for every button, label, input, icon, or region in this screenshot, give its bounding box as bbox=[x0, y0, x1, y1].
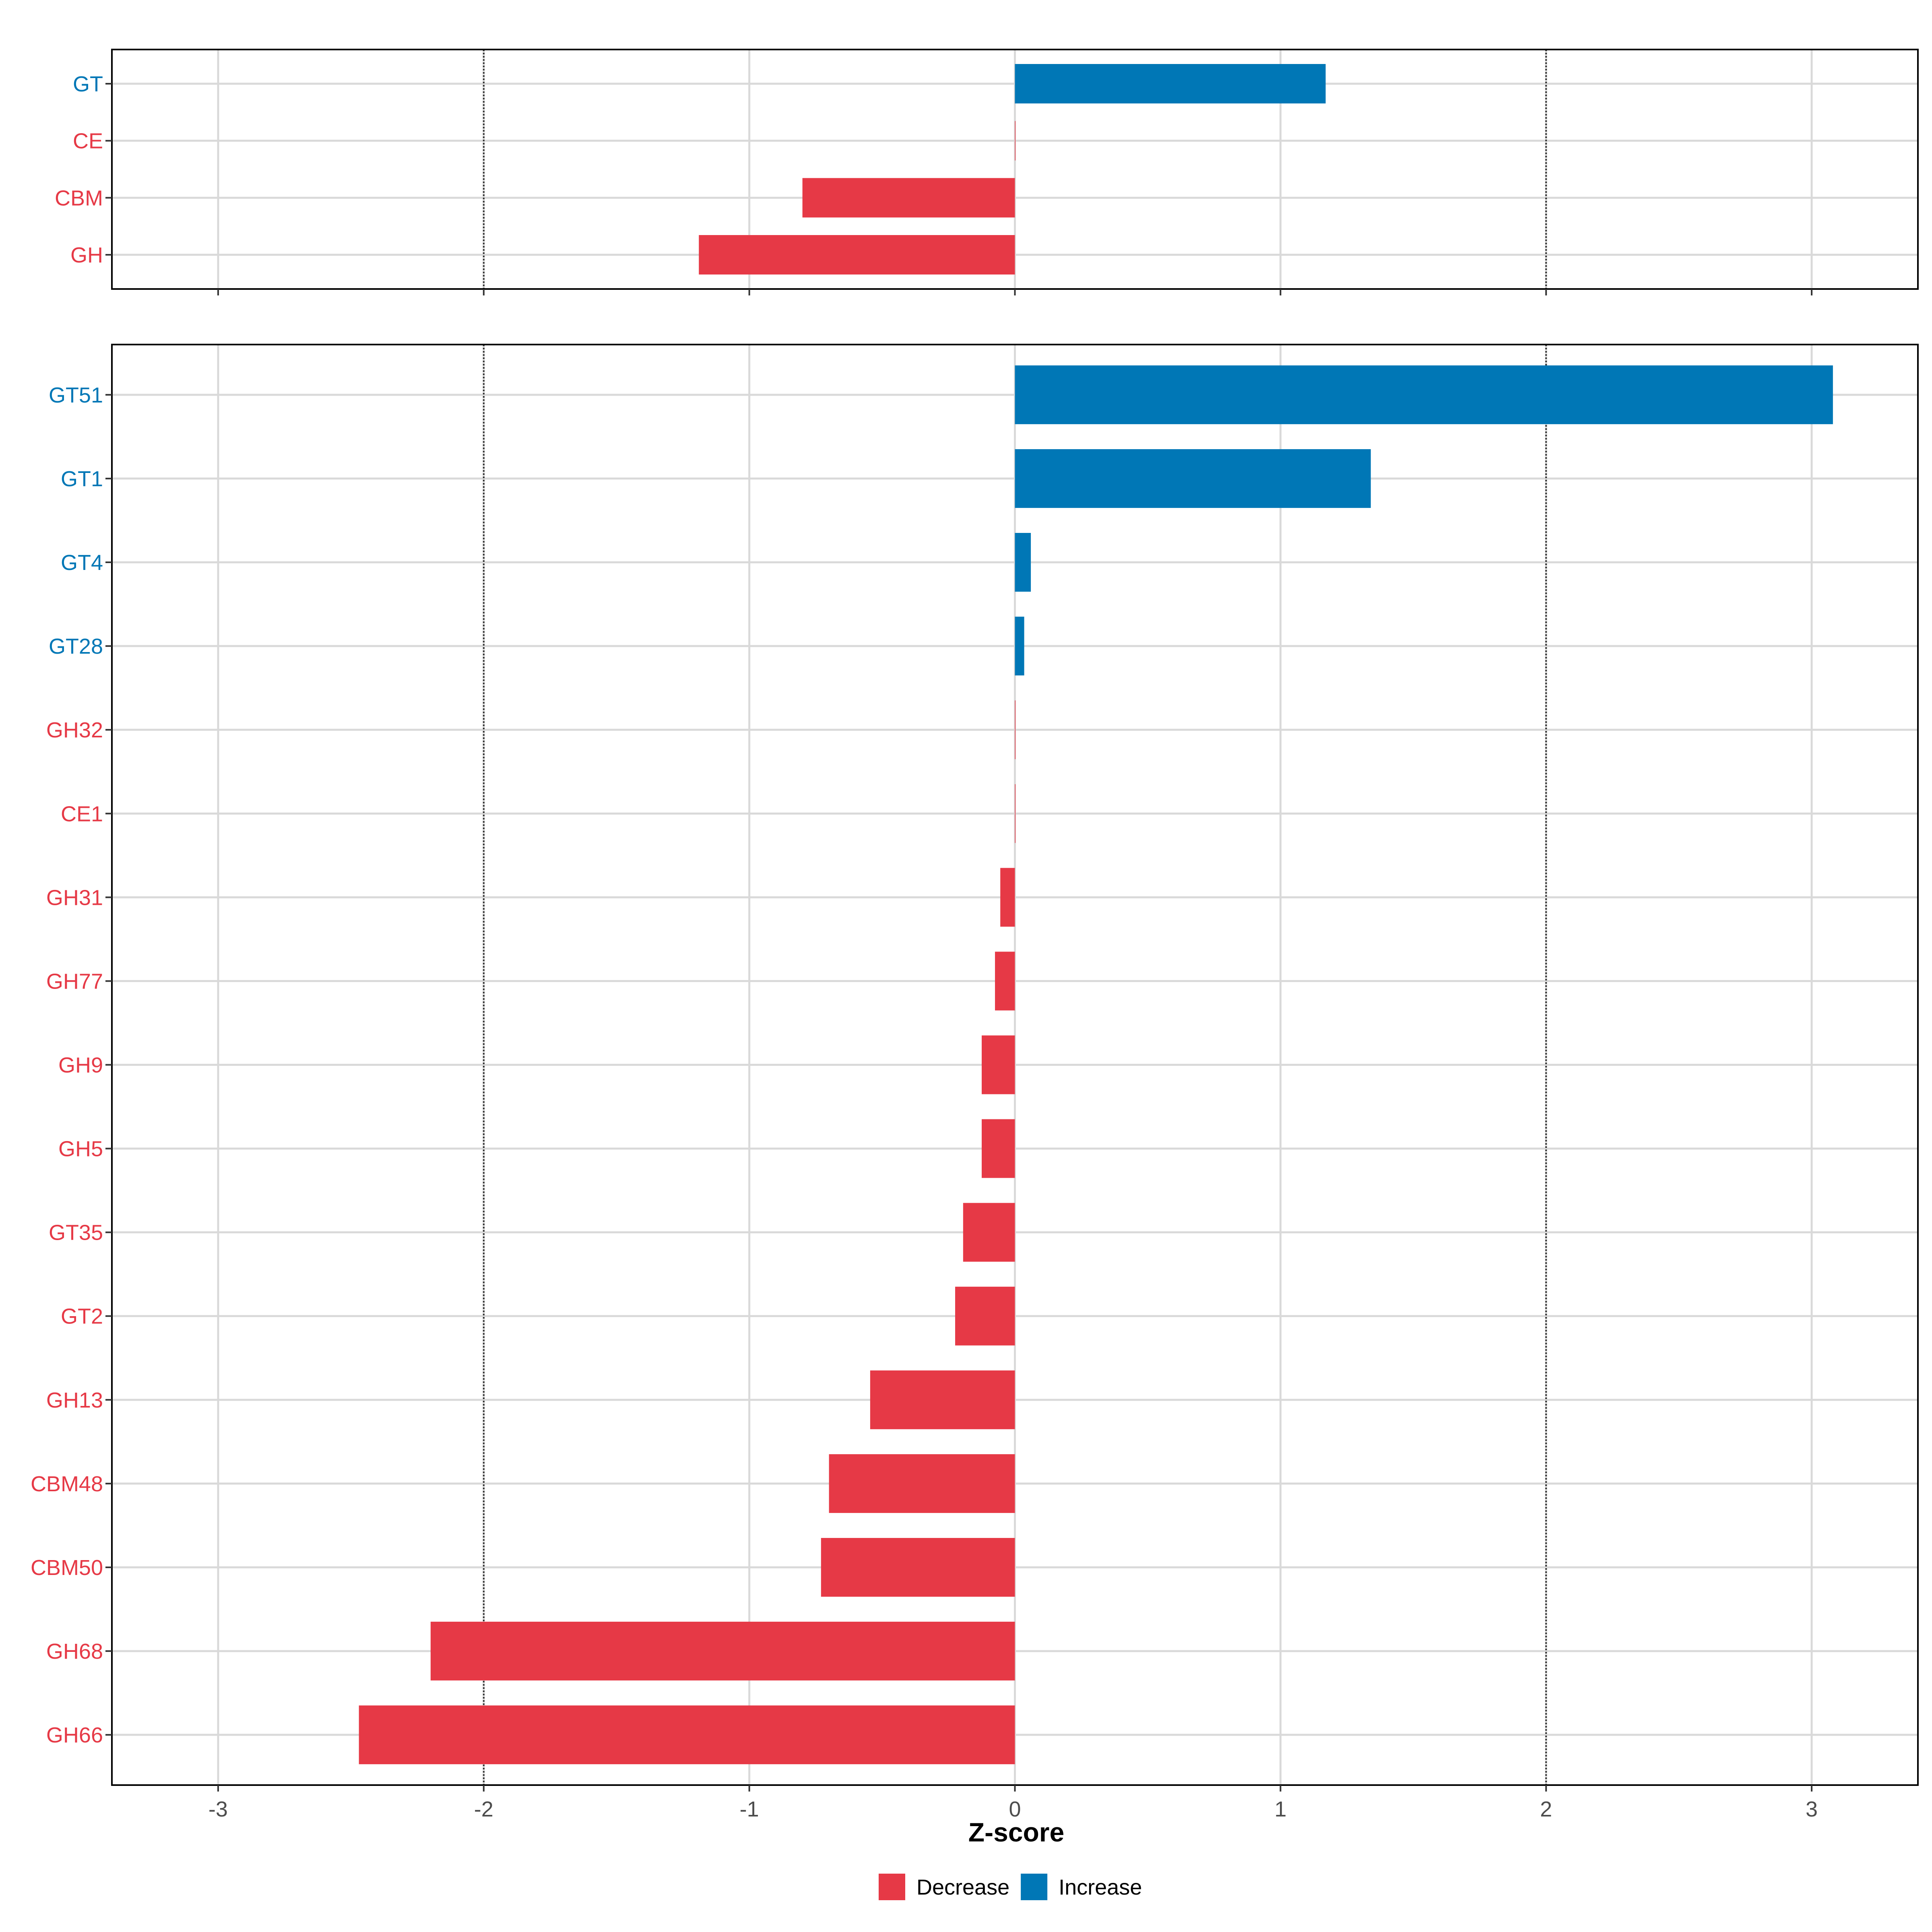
bar-gh31 bbox=[1000, 868, 1015, 927]
y-tick-label-gh9: GH9 bbox=[58, 1053, 103, 1077]
y-tick-label-cbm50: CBM50 bbox=[31, 1556, 103, 1580]
bar-ce bbox=[1015, 121, 1016, 161]
x-axis-title: Z-score bbox=[968, 1817, 1064, 1847]
legend: Decrease Increase bbox=[879, 1874, 1142, 1900]
y-tick-label-gt2: GT2 bbox=[61, 1305, 103, 1329]
y-tick-label-gh: GH bbox=[70, 243, 103, 267]
x-tick-label: 2 bbox=[1540, 1797, 1552, 1821]
bar-gt1 bbox=[1015, 449, 1371, 508]
y-tick-label-gh31: GH31 bbox=[46, 886, 103, 910]
bar-gh66 bbox=[359, 1705, 1015, 1765]
y-tick-label-gt35: GT35 bbox=[49, 1221, 103, 1245]
y-tick-label-gh77: GH77 bbox=[46, 969, 103, 993]
bar-ce1 bbox=[1015, 784, 1016, 843]
legend-swatch-decrease bbox=[879, 1874, 905, 1900]
y-tick-label-ce: CE bbox=[73, 129, 103, 153]
bar-gt bbox=[1015, 64, 1326, 103]
x-tick-label: 1 bbox=[1274, 1797, 1286, 1821]
y-tick-label-gt1: GT1 bbox=[61, 467, 103, 491]
bar-gh5 bbox=[982, 1119, 1015, 1178]
x-tick-label: -1 bbox=[740, 1797, 759, 1821]
bar-gt35 bbox=[963, 1203, 1015, 1262]
bar-gt4 bbox=[1015, 533, 1031, 592]
y-tick-label-gh32: GH32 bbox=[46, 718, 103, 742]
legend-swatch-increase bbox=[1021, 1874, 1048, 1900]
y-tick-label-gt28: GT28 bbox=[49, 634, 103, 658]
y-tick-label-gt: GT bbox=[73, 72, 103, 96]
bar-cbm48 bbox=[829, 1454, 1015, 1513]
y-tick-label-gt51: GT51 bbox=[49, 383, 103, 407]
y-tick-label-cbm: CBM bbox=[55, 186, 103, 210]
panel-bottom: GT51 GT1 GT4 GT28 GH32 CE1 GH31 GH77 GH9 GH5 GT35 G… bbox=[31, 344, 1919, 1792]
bar-gh68 bbox=[430, 1622, 1015, 1681]
bar-gt28 bbox=[1015, 617, 1024, 676]
y-tick-label-cbm48: CBM48 bbox=[31, 1472, 103, 1496]
legend-label-increase: Increase bbox=[1059, 1875, 1142, 1899]
bar-gh77 bbox=[995, 952, 1015, 1011]
x-tick-label: -2 bbox=[474, 1797, 493, 1821]
bar-gt51 bbox=[1015, 365, 1833, 424]
x-tick-label: 3 bbox=[1806, 1797, 1818, 1821]
bar-gh9 bbox=[982, 1035, 1015, 1094]
y-tick-label-gh13: GH13 bbox=[46, 1388, 103, 1412]
y-tick-label-gt4: GT4 bbox=[61, 551, 103, 575]
bar-gh32 bbox=[1015, 700, 1016, 760]
bar-cbm50 bbox=[821, 1538, 1015, 1597]
y-tick-label-gh66: GH66 bbox=[46, 1723, 103, 1747]
y-tick-label-ce1: CE1 bbox=[61, 802, 103, 826]
y-tick-label-gh5: GH5 bbox=[58, 1137, 103, 1161]
bar-gh bbox=[699, 235, 1015, 275]
panel-top: GT CE CBM GH bbox=[55, 49, 1919, 295]
legend-label-decrease: Decrease bbox=[916, 1875, 1009, 1899]
x-tick-label: 0 bbox=[1009, 1797, 1021, 1821]
bar-gt2 bbox=[955, 1286, 1015, 1346]
bar-cbm bbox=[802, 178, 1015, 218]
x-tick-label: -3 bbox=[208, 1797, 228, 1821]
bar-gh13 bbox=[870, 1370, 1015, 1429]
x-axis: -3 -2 -1 0 1 2 3 bbox=[208, 1797, 1818, 1821]
y-tick-label-gh68: GH68 bbox=[46, 1639, 103, 1664]
